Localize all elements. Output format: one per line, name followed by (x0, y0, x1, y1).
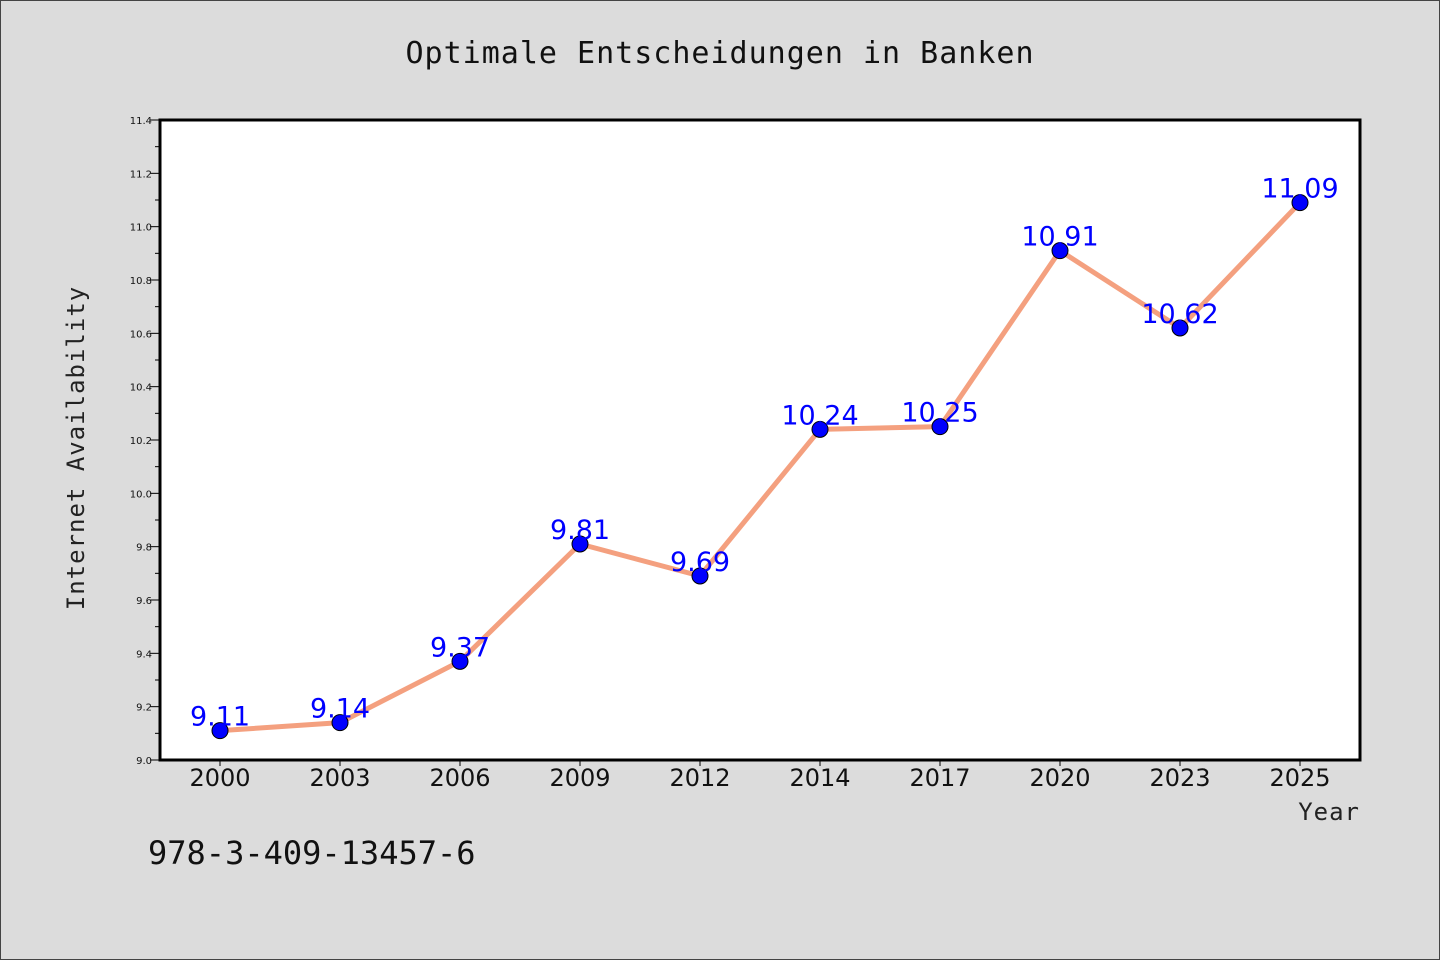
data-labels: 9.11 9.14 9.37 9.81 9.69 10.24 10.25 10.91 10.62… (190, 174, 1339, 733)
x-tick-label: 2009 (549, 764, 610, 792)
series-layer (211, 194, 1309, 740)
x-tick-label: 2020 (1029, 764, 1090, 792)
y-tick-label: 11.2 (130, 169, 152, 180)
data-point (211, 722, 229, 740)
data-label: 11.09 (1261, 174, 1338, 205)
x-tick-label: 2025 (1269, 764, 1330, 792)
data-label: 9.69 (670, 547, 730, 578)
data-label: 9.37 (430, 632, 490, 663)
x-tick-label: 2023 (1149, 764, 1210, 792)
data-point (331, 714, 349, 732)
y-axis: 9.0 9.2 9.4 9.6 9.8 10.0 10.2 10.4 10.6 10.8 11.0 1… (130, 116, 160, 767)
y-tick-label: 9.6 (136, 596, 152, 607)
x-tick-label: 2000 (189, 764, 250, 792)
data-point (1051, 242, 1069, 260)
chart-title: Optimale Entscheidungen in Banken (405, 36, 1034, 71)
isbn-label: 978-3-409-13457-6 (148, 834, 476, 872)
x-tick-label: 2014 (789, 764, 850, 792)
data-label: 9.14 (310, 694, 370, 725)
y-tick-label: 10.8 (130, 276, 152, 287)
y-tick-label: 10.4 (130, 383, 152, 394)
y-axis-title: Internet Availability (62, 286, 90, 610)
y-tick-label: 10.6 (130, 329, 152, 340)
x-tick-label: 2012 (669, 764, 730, 792)
y-tick-label: 9.4 (136, 649, 152, 660)
y-tick-label: 9.0 (136, 756, 152, 767)
y-tick-label: 10.2 (130, 436, 152, 447)
y-tick-label: 11.4 (130, 116, 152, 127)
plot-area (158, 118, 1362, 762)
x-axis-title: Year (1298, 798, 1360, 826)
data-point (811, 420, 829, 438)
data-point (571, 535, 589, 553)
data-label: 9.81 (550, 515, 610, 546)
data-label: 10.91 (1021, 222, 1098, 253)
y-tick-label: 9.8 (136, 543, 152, 554)
x-tick-label: 2017 (909, 764, 970, 792)
data-label: 10.62 (1141, 299, 1218, 330)
data-point (1291, 194, 1309, 212)
y-tick-label: 9.2 (136, 703, 152, 714)
x-tick-label: 2006 (429, 764, 490, 792)
data-point (931, 418, 949, 436)
data-point (451, 652, 469, 670)
x-tick-label: 2003 (309, 764, 370, 792)
data-label: 10.25 (901, 398, 978, 429)
data-label: 9.11 (190, 702, 250, 733)
data-label: 10.24 (781, 400, 858, 431)
x-axis: 2000 2003 2006 2009 2012 2014 2017 2020 2023 2025 (189, 760, 1331, 792)
data-point (1171, 319, 1189, 337)
y-tick-label: 11.0 (130, 223, 152, 234)
y-tick-label: 10.0 (130, 489, 152, 500)
series-line (217, 200, 1303, 734)
data-point (691, 567, 709, 585)
